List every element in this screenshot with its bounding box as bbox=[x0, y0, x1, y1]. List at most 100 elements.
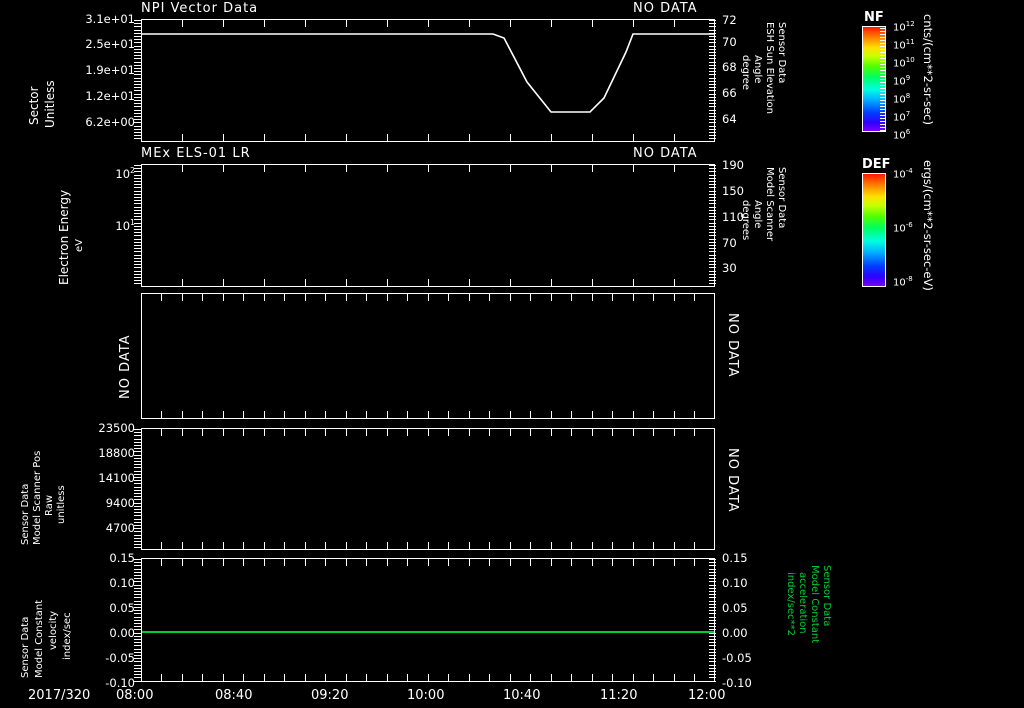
minor-tick bbox=[709, 569, 716, 570]
minor-tick bbox=[134, 490, 141, 491]
panel-1-plot-frame[interactable] bbox=[141, 19, 715, 142]
minor-tick bbox=[134, 649, 141, 650]
minor-tick bbox=[134, 42, 141, 43]
minor-tick bbox=[709, 604, 716, 605]
minor-tick bbox=[709, 258, 716, 259]
minor-tick bbox=[134, 242, 141, 243]
minor-tick bbox=[134, 607, 141, 608]
colorbar-minor-tick bbox=[880, 124, 886, 125]
minor-tick bbox=[134, 84, 141, 85]
colorbar-nf-tick-2: 1010 bbox=[893, 56, 915, 70]
minor-tick bbox=[709, 171, 716, 172]
minor-tick bbox=[134, 535, 141, 536]
colorbar-minor-tick bbox=[880, 118, 886, 119]
panel-3-plot-frame[interactable] bbox=[141, 293, 715, 419]
panel-5-plot-frame[interactable] bbox=[141, 558, 715, 682]
minor-tick bbox=[134, 623, 141, 624]
minor-tick bbox=[134, 569, 141, 570]
minor-tick bbox=[134, 525, 141, 526]
minor-tick bbox=[709, 251, 716, 252]
minor-tick bbox=[134, 62, 141, 63]
minor-tick bbox=[134, 467, 141, 468]
minor-tick bbox=[134, 232, 141, 233]
panel-5-left-axis-title-3: velocity bbox=[48, 610, 59, 650]
minor-tick bbox=[134, 674, 141, 675]
colorbar-minor-tick bbox=[880, 67, 886, 68]
colorbar-minor-tick bbox=[880, 82, 886, 83]
panel-2-plot-frame[interactable] bbox=[141, 164, 715, 287]
colorbar-def-tick-2: 10-8 bbox=[893, 275, 913, 289]
minor-tick bbox=[709, 216, 716, 217]
minor-tick bbox=[709, 90, 716, 91]
minor-tick bbox=[709, 617, 716, 618]
colorbar-minor-tick bbox=[880, 100, 886, 101]
minor-tick bbox=[134, 512, 141, 513]
minor-tick bbox=[134, 258, 141, 259]
minor-tick bbox=[134, 81, 141, 82]
minor-tick bbox=[134, 129, 141, 130]
minor-tick bbox=[134, 620, 141, 621]
minor-tick bbox=[709, 39, 716, 40]
minor-tick bbox=[134, 531, 141, 532]
minor-tick bbox=[134, 94, 141, 95]
colorbar-def-gradient[interactable] bbox=[862, 173, 886, 287]
minor-tick bbox=[709, 175, 716, 176]
minor-tick bbox=[709, 274, 716, 275]
panel-5-right-axis-title-2: Model Constant bbox=[809, 565, 820, 644]
panel-4-plot-frame[interactable] bbox=[141, 428, 715, 550]
panel-2-right-ytick-4: 30 bbox=[722, 261, 737, 275]
panel-5-right-axis-title-4: index/sec**2 bbox=[785, 572, 796, 636]
minor-tick bbox=[709, 597, 716, 598]
minor-tick bbox=[709, 110, 716, 111]
x-axis-date-label: 2017/320 bbox=[28, 688, 91, 703]
minor-tick bbox=[709, 55, 716, 56]
minor-tick bbox=[709, 681, 716, 682]
minor-tick bbox=[709, 100, 716, 101]
panel-1-ytick-4: 6.2e+00 bbox=[85, 115, 135, 129]
panel-1-ytick-0: 3.1e+01 bbox=[85, 12, 135, 26]
minor-tick bbox=[709, 184, 716, 185]
minor-tick bbox=[134, 547, 141, 548]
minor-tick bbox=[134, 274, 141, 275]
colorbar-nf-tick-6: 106 bbox=[893, 128, 911, 142]
panel-5-ytick-2: 0.05 bbox=[109, 601, 135, 615]
minor-tick bbox=[134, 636, 141, 637]
colorbar-minor-tick bbox=[880, 49, 886, 50]
minor-tick bbox=[134, 591, 141, 592]
minor-tick bbox=[709, 181, 716, 182]
minor-tick bbox=[134, 639, 141, 640]
colorbar-minor-tick bbox=[880, 130, 886, 131]
minor-tick bbox=[134, 235, 141, 236]
minor-tick bbox=[709, 674, 716, 675]
x-axis-tick-5: 11:20 bbox=[600, 688, 638, 703]
panel-5-right-axis-title-3: acceleration bbox=[797, 572, 808, 634]
minor-tick bbox=[134, 138, 141, 139]
minor-tick bbox=[709, 197, 716, 198]
minor-tick bbox=[709, 58, 716, 59]
minor-tick bbox=[709, 103, 716, 104]
minor-tick bbox=[709, 671, 716, 672]
colorbar-nf-tick-0: 1012 bbox=[893, 20, 915, 34]
panel-1-right-ytick-0: 72 bbox=[722, 13, 737, 27]
minor-tick bbox=[709, 74, 716, 75]
minor-tick bbox=[134, 251, 141, 252]
minor-tick bbox=[134, 439, 141, 440]
minor-tick bbox=[134, 671, 141, 672]
colorbar-minor-tick bbox=[880, 61, 886, 62]
minor-tick bbox=[134, 604, 141, 605]
minor-tick bbox=[709, 30, 716, 31]
panel-2-right-ytick-1: 150 bbox=[722, 184, 744, 198]
colorbar-minor-tick bbox=[880, 58, 886, 59]
colorbar-nf-title: NF bbox=[864, 10, 884, 25]
minor-tick bbox=[134, 110, 141, 111]
minor-tick bbox=[709, 62, 716, 63]
panel-2-right-ytick-3: 70 bbox=[722, 236, 737, 250]
panel-1-left-axis-units: Unitless bbox=[43, 80, 57, 128]
minor-tick bbox=[709, 661, 716, 662]
minor-tick bbox=[709, 219, 716, 220]
colorbar-minor-tick bbox=[880, 91, 886, 92]
minor-tick bbox=[134, 100, 141, 101]
minor-tick bbox=[134, 74, 141, 75]
minor-tick bbox=[709, 187, 716, 188]
panel-4-ytick-1: 18800 bbox=[98, 446, 135, 460]
